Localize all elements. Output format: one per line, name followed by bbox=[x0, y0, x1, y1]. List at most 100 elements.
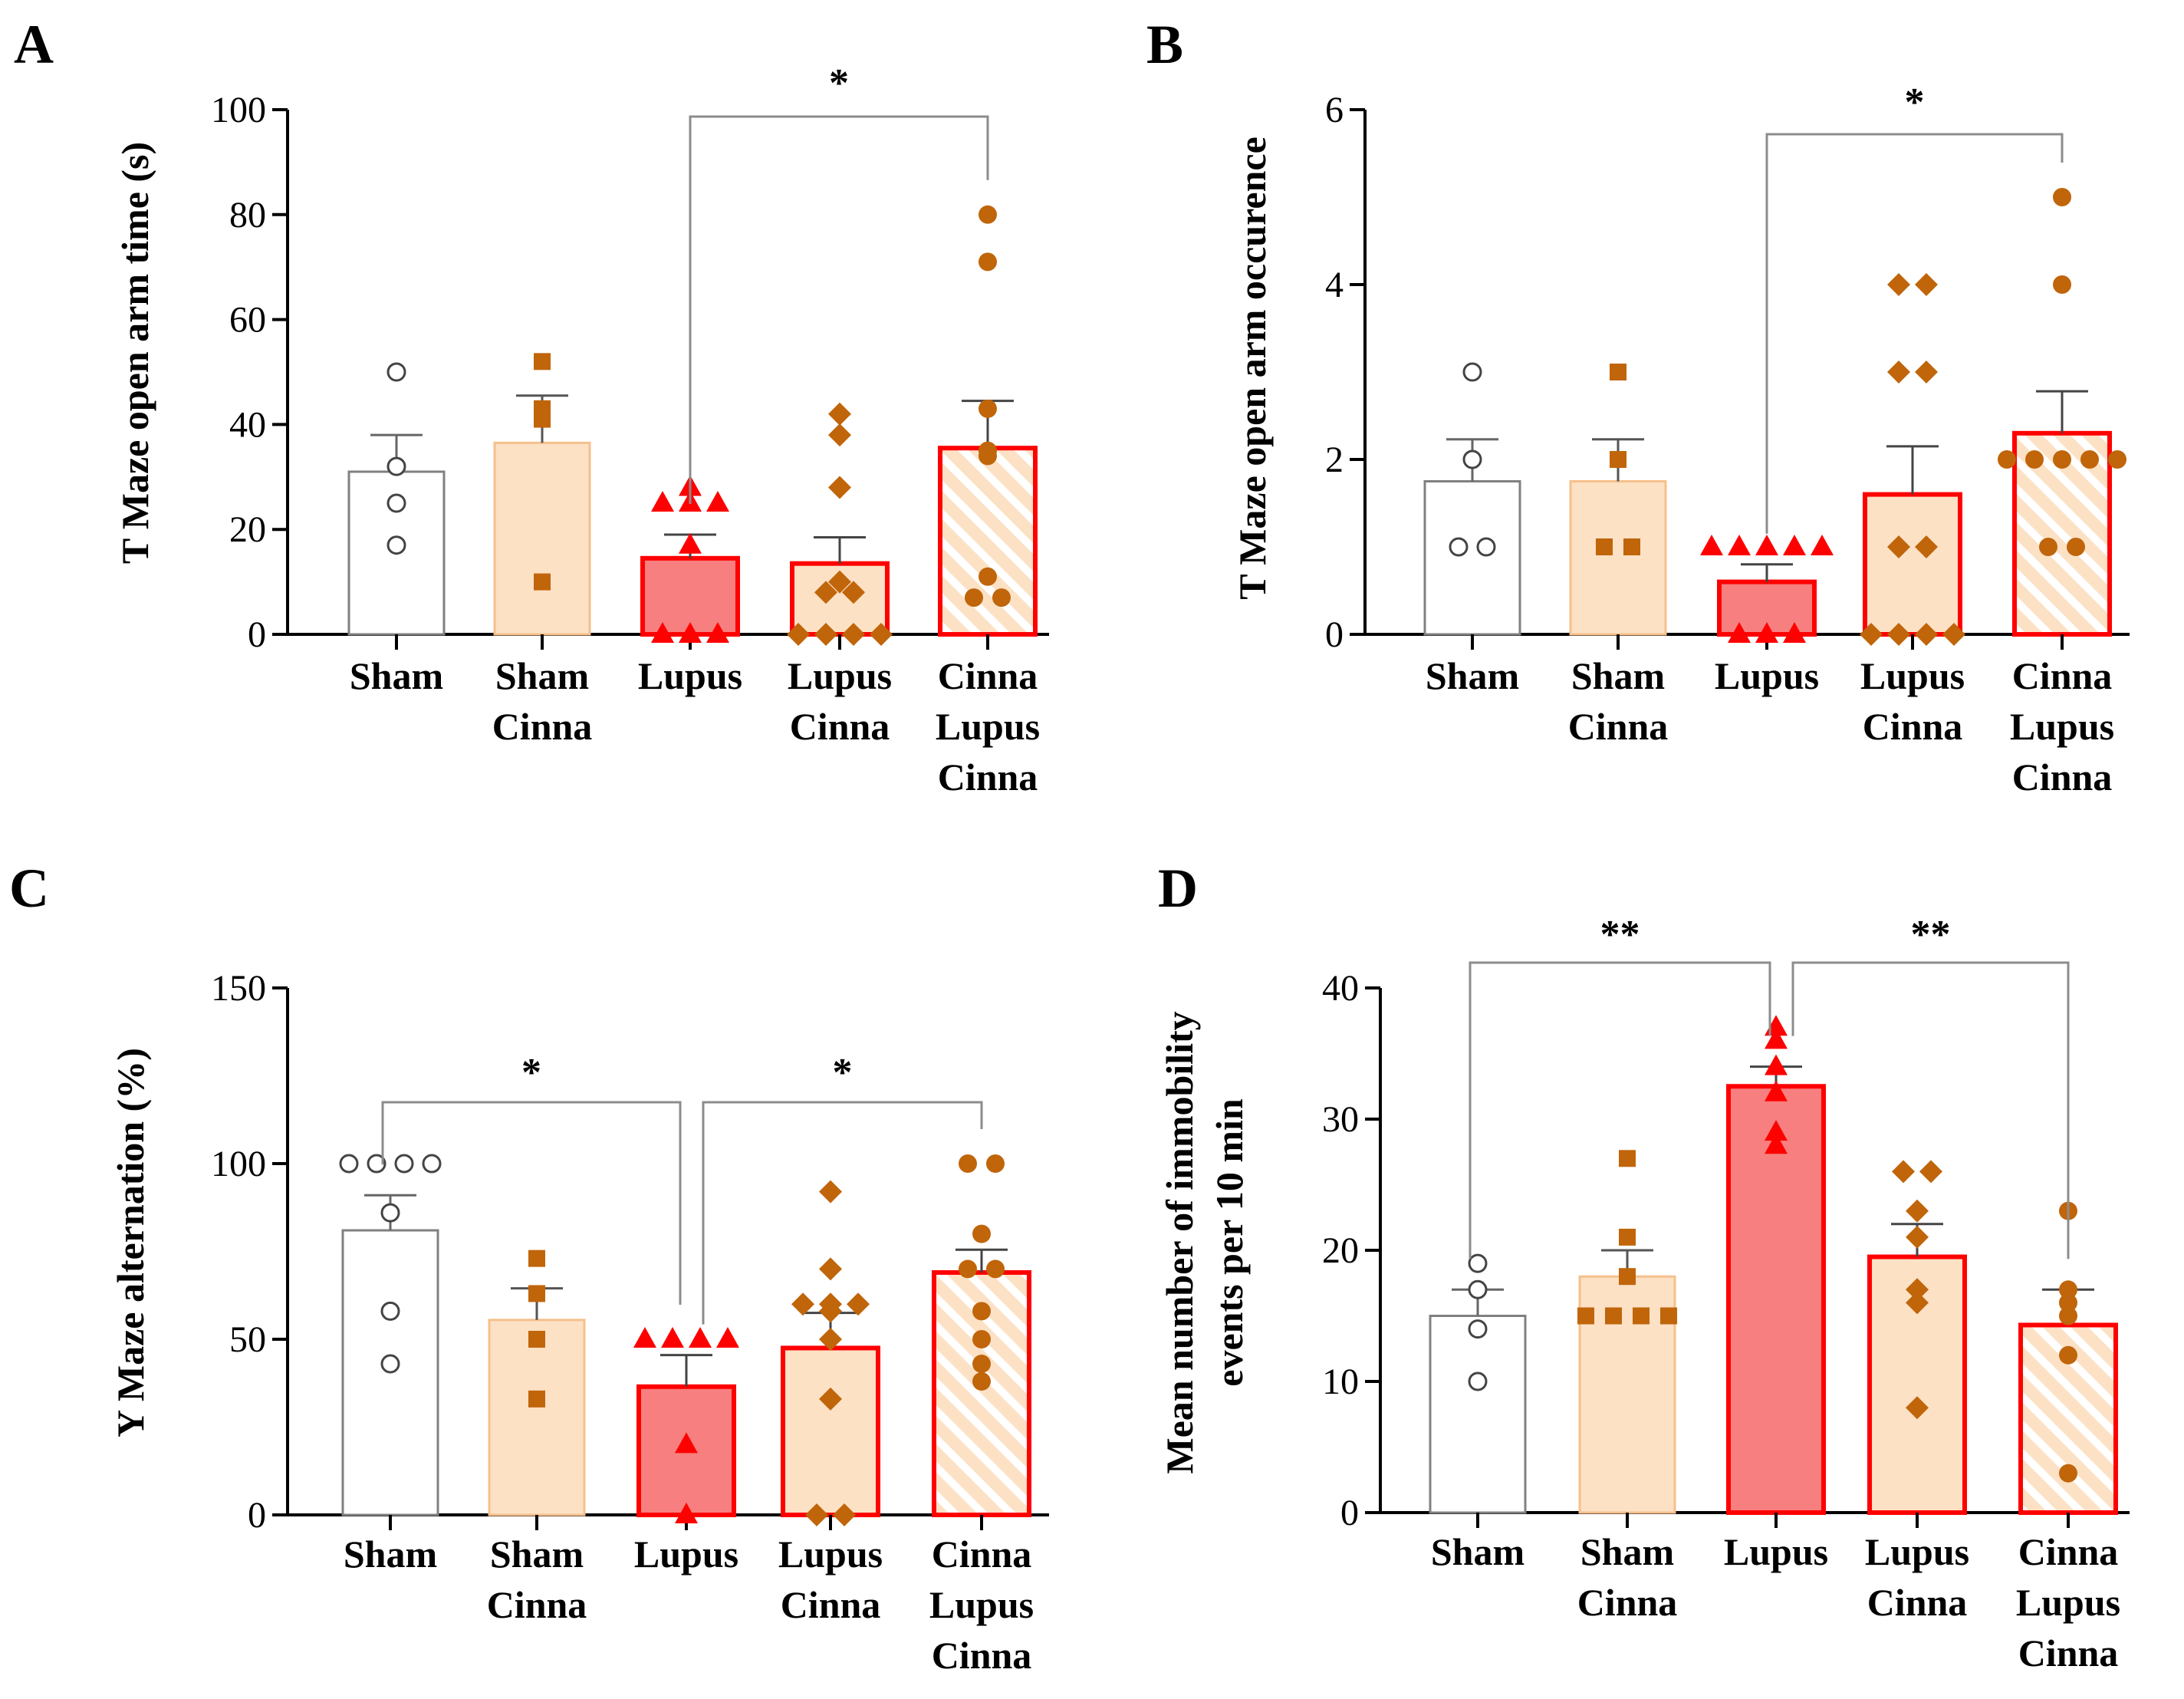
x-category-label: Lupus bbox=[1865, 1530, 1969, 1573]
data-point-circle bbox=[2059, 1345, 2077, 1365]
data-point-open-circle bbox=[386, 456, 406, 476]
data-point-triangle bbox=[1700, 535, 1723, 555]
data-point-diamond bbox=[1906, 1278, 1929, 1302]
x-category-label: Cinna bbox=[1568, 705, 1669, 748]
data-point-triangle bbox=[1765, 1120, 1788, 1141]
data-point-circle bbox=[965, 588, 983, 607]
data-point-diamond bbox=[1915, 535, 1938, 558]
data-point-square bbox=[528, 1250, 545, 1267]
data-point-circle bbox=[2059, 1280, 2077, 1299]
data-point-open-circle bbox=[1476, 537, 1496, 557]
data-point-triangle bbox=[633, 1327, 656, 1348]
data-point-circle bbox=[972, 1355, 991, 1374]
x-category-label: Cinna bbox=[1577, 1581, 1678, 1624]
data-point-diamond bbox=[819, 1180, 842, 1203]
data-point-circle bbox=[979, 567, 997, 586]
data-point-square bbox=[528, 1285, 545, 1302]
y-tick-label: 0 bbox=[1325, 614, 1344, 655]
y-tick-label: 50 bbox=[229, 1319, 266, 1360]
data-point-diamond bbox=[828, 476, 851, 499]
data-point-diamond bbox=[819, 1328, 842, 1351]
data-point-diamond bbox=[1915, 361, 1938, 384]
y-axis-title: Y Maze alternation (%) bbox=[109, 1048, 152, 1437]
significance-bracket bbox=[702, 1101, 983, 1325]
y-tick-label: 0 bbox=[1340, 1493, 1359, 1533]
data-point-triangle bbox=[1765, 1028, 1788, 1049]
data-point-circle bbox=[972, 1371, 991, 1391]
data-point-circle bbox=[2059, 1306, 2077, 1325]
data-point-diamond bbox=[1915, 273, 1938, 296]
data-point-open-circle bbox=[1468, 1319, 1488, 1339]
data-point-circle bbox=[959, 1154, 977, 1173]
y-tick-label: 30 bbox=[1322, 1099, 1359, 1140]
data-point-circle bbox=[972, 1302, 991, 1321]
bar bbox=[1717, 579, 1817, 637]
data-point-triangle bbox=[1755, 622, 1778, 643]
significance-label: ** bbox=[1600, 913, 1640, 957]
x-category-label: Lupus bbox=[2016, 1581, 2120, 1624]
x-category-label: Sham bbox=[495, 654, 589, 697]
x-category-label: Lupus bbox=[929, 1583, 1034, 1626]
y-tick-label: 60 bbox=[229, 300, 266, 341]
data-point-circle bbox=[979, 446, 997, 466]
data-point-diamond bbox=[819, 1257, 842, 1281]
data-point-circle bbox=[972, 1330, 991, 1348]
x-category-label: Sham bbox=[490, 1533, 584, 1576]
y-tick-label: 20 bbox=[1322, 1230, 1359, 1271]
data-point-diamond bbox=[842, 623, 865, 646]
data-point-triangle bbox=[679, 532, 702, 554]
data-point-diamond bbox=[819, 1387, 842, 1411]
x-category-label: Sham bbox=[344, 1533, 437, 1576]
data-point-triangle bbox=[1728, 535, 1751, 555]
x-category-label: Lupus bbox=[2010, 705, 2114, 748]
data-point-circle bbox=[986, 1154, 1005, 1173]
x-category-label: Lupus bbox=[1724, 1530, 1828, 1573]
x-category-label: Lupus bbox=[634, 1533, 738, 1576]
data-point-open-circle bbox=[394, 1154, 414, 1174]
data-point-circle bbox=[2067, 538, 2085, 556]
panel-letter: B bbox=[1146, 14, 1183, 75]
data-point-triangle bbox=[661, 1327, 684, 1348]
y-tick-label: 10 bbox=[1322, 1362, 1359, 1402]
bar bbox=[1423, 480, 1521, 636]
data-point-diamond bbox=[847, 1292, 870, 1316]
data-point-circle bbox=[1998, 450, 2016, 469]
data-point-diamond bbox=[842, 581, 865, 604]
data-point-open-circle bbox=[386, 493, 406, 513]
data-point-triangle bbox=[675, 1503, 698, 1523]
data-point-square bbox=[534, 410, 551, 428]
data-point-circle bbox=[972, 1224, 991, 1243]
data-point-diamond bbox=[1906, 1396, 1929, 1420]
y-tick-label: 0 bbox=[248, 614, 266, 655]
x-category-label: Sham bbox=[1571, 654, 1665, 697]
data-point-circle bbox=[2059, 1293, 2077, 1312]
data-point-diamond bbox=[1887, 273, 1910, 296]
bar bbox=[938, 446, 1038, 637]
data-point-open-circle bbox=[1468, 1279, 1488, 1299]
significance-label: * bbox=[829, 61, 849, 105]
data-point-diamond bbox=[828, 423, 851, 447]
data-point-circle bbox=[2053, 275, 2071, 294]
y-axis-title: T Maze open arm occurence bbox=[1231, 137, 1274, 600]
data-point-circle bbox=[979, 252, 997, 272]
data-point-diamond bbox=[1860, 623, 1883, 646]
bar bbox=[1429, 1315, 1527, 1514]
x-category-label: Cinna bbox=[781, 1583, 881, 1626]
data-point-triangle bbox=[651, 491, 674, 512]
data-point-triangle bbox=[1811, 535, 1834, 555]
bar bbox=[1726, 1084, 1826, 1515]
x-category-label: Lupus bbox=[1860, 654, 1965, 697]
x-category-label: Cinna bbox=[938, 654, 1038, 697]
data-point-circle bbox=[992, 588, 1011, 607]
data-point-open-circle bbox=[339, 1154, 359, 1174]
data-point-open-circle bbox=[1468, 1371, 1488, 1391]
data-point-square bbox=[534, 573, 551, 591]
data-point-triangle bbox=[689, 1327, 712, 1348]
bar bbox=[488, 1319, 586, 1516]
x-category-label: Cinna bbox=[938, 756, 1038, 798]
data-point-open-circle bbox=[1449, 537, 1469, 557]
data-point-square bbox=[1619, 1150, 1636, 1167]
significance-label: * bbox=[833, 1051, 853, 1095]
data-point-diamond bbox=[787, 623, 810, 646]
